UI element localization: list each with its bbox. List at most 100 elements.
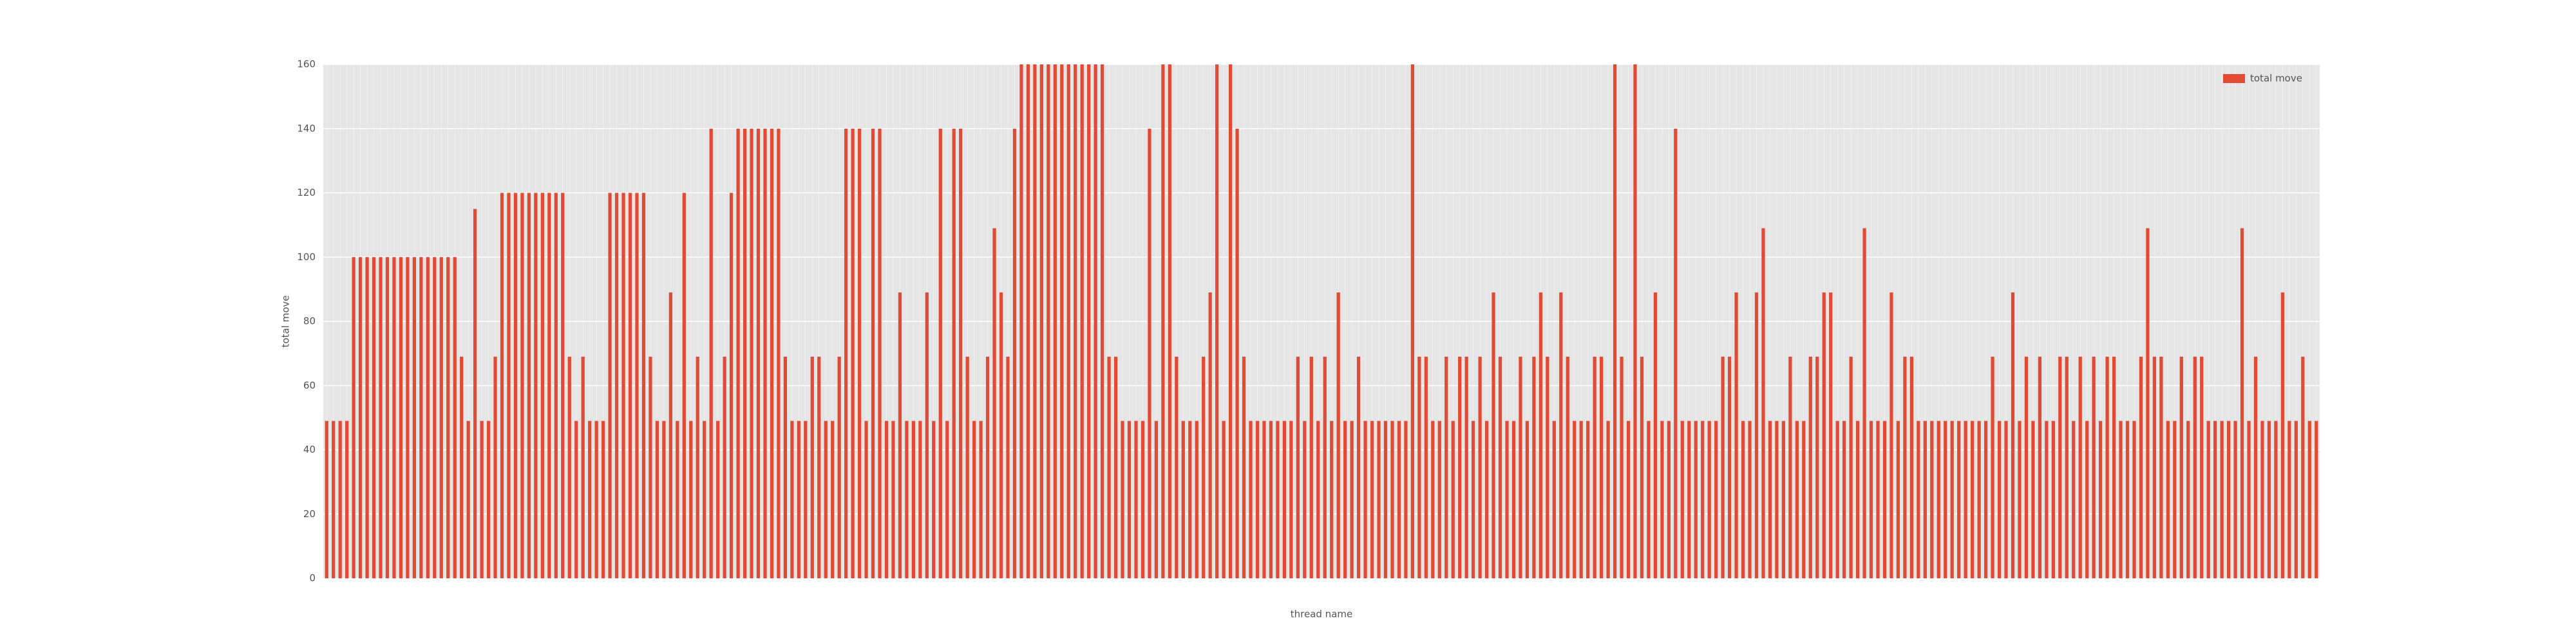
bar — [1330, 421, 1334, 578]
bar — [1525, 421, 1530, 578]
bar — [601, 421, 605, 578]
bar — [871, 128, 875, 578]
bar — [561, 193, 565, 578]
bar — [676, 421, 679, 578]
bar — [851, 128, 855, 578]
bar — [878, 128, 882, 578]
bar — [1532, 356, 1536, 578]
legend-label: total move — [2250, 73, 2302, 84]
bar — [325, 421, 328, 578]
bar — [426, 257, 430, 578]
bar — [999, 292, 1003, 578]
bar — [2045, 421, 2049, 578]
bar — [1303, 421, 1307, 578]
bar — [1964, 421, 1967, 578]
bar — [1687, 421, 1691, 578]
bar — [473, 209, 477, 578]
bar — [837, 356, 841, 578]
bar — [1593, 356, 1596, 578]
bar — [925, 292, 929, 578]
bar — [1242, 356, 1246, 578]
bar — [864, 421, 868, 578]
bar — [2294, 421, 2298, 578]
bar — [1667, 421, 1671, 578]
bar — [797, 421, 800, 578]
bar — [2152, 356, 2157, 578]
bar — [1984, 421, 1988, 578]
bar — [1950, 421, 1954, 578]
bar — [1957, 421, 1961, 578]
bar — [1113, 356, 1118, 578]
bar — [884, 421, 889, 578]
bar — [905, 421, 909, 578]
bar — [844, 128, 848, 578]
bar — [1269, 421, 1273, 578]
bar — [985, 356, 990, 578]
bar — [588, 421, 592, 578]
bar — [1876, 421, 1880, 578]
bar — [992, 228, 996, 578]
bar — [743, 128, 747, 578]
bar — [1202, 356, 1206, 578]
bar — [1289, 421, 1293, 578]
bar — [1727, 356, 1732, 578]
bar — [1842, 421, 1846, 578]
bar — [1087, 64, 1091, 578]
bar — [1653, 292, 1658, 578]
bar — [952, 128, 956, 578]
bar — [696, 356, 699, 578]
bar — [689, 421, 693, 578]
bar — [1889, 292, 1893, 578]
y-tick-label: 100 — [297, 251, 316, 263]
bar — [1316, 421, 1320, 578]
bar — [2315, 421, 2318, 578]
bar — [621, 193, 625, 578]
bar — [911, 421, 916, 578]
bar — [2072, 421, 2076, 578]
bar — [729, 193, 734, 578]
bar — [831, 421, 835, 578]
bar — [662, 421, 666, 578]
bar — [527, 193, 531, 578]
bar — [1053, 64, 1057, 578]
bar — [1768, 421, 1772, 578]
bar — [1370, 421, 1374, 578]
bar — [540, 193, 544, 578]
bar — [1296, 356, 1300, 578]
bar — [574, 421, 578, 578]
bar — [1694, 421, 1698, 578]
bar — [649, 356, 652, 578]
bar — [1586, 421, 1590, 578]
bar — [2038, 356, 2041, 578]
bar — [1546, 356, 1549, 578]
bar — [2226, 421, 2231, 578]
bar — [1707, 421, 1711, 578]
bar — [1674, 128, 1678, 578]
bar — [1855, 421, 1860, 578]
bar — [2240, 228, 2244, 578]
bar — [1977, 421, 1981, 578]
bar — [1498, 356, 1502, 578]
bar — [1383, 421, 1388, 578]
bar — [1323, 356, 1327, 578]
bar — [1559, 292, 1563, 578]
bar — [500, 193, 504, 578]
bar — [2105, 356, 2109, 578]
bar — [1566, 356, 1569, 578]
bar — [1060, 64, 1064, 578]
bar — [2065, 356, 2069, 578]
bar — [1626, 421, 1631, 578]
bar — [2179, 356, 2183, 578]
y-tick-label: 20 — [303, 508, 316, 520]
bar — [392, 257, 396, 578]
bar — [1188, 421, 1192, 578]
bar — [1336, 292, 1340, 578]
bar — [365, 257, 369, 578]
y-tick-label: 80 — [303, 316, 316, 327]
bar — [1484, 421, 1489, 578]
bar — [1761, 228, 1765, 578]
bar — [1168, 64, 1171, 578]
bar — [1276, 421, 1280, 578]
bar — [1134, 421, 1138, 578]
bar — [1215, 64, 1219, 578]
